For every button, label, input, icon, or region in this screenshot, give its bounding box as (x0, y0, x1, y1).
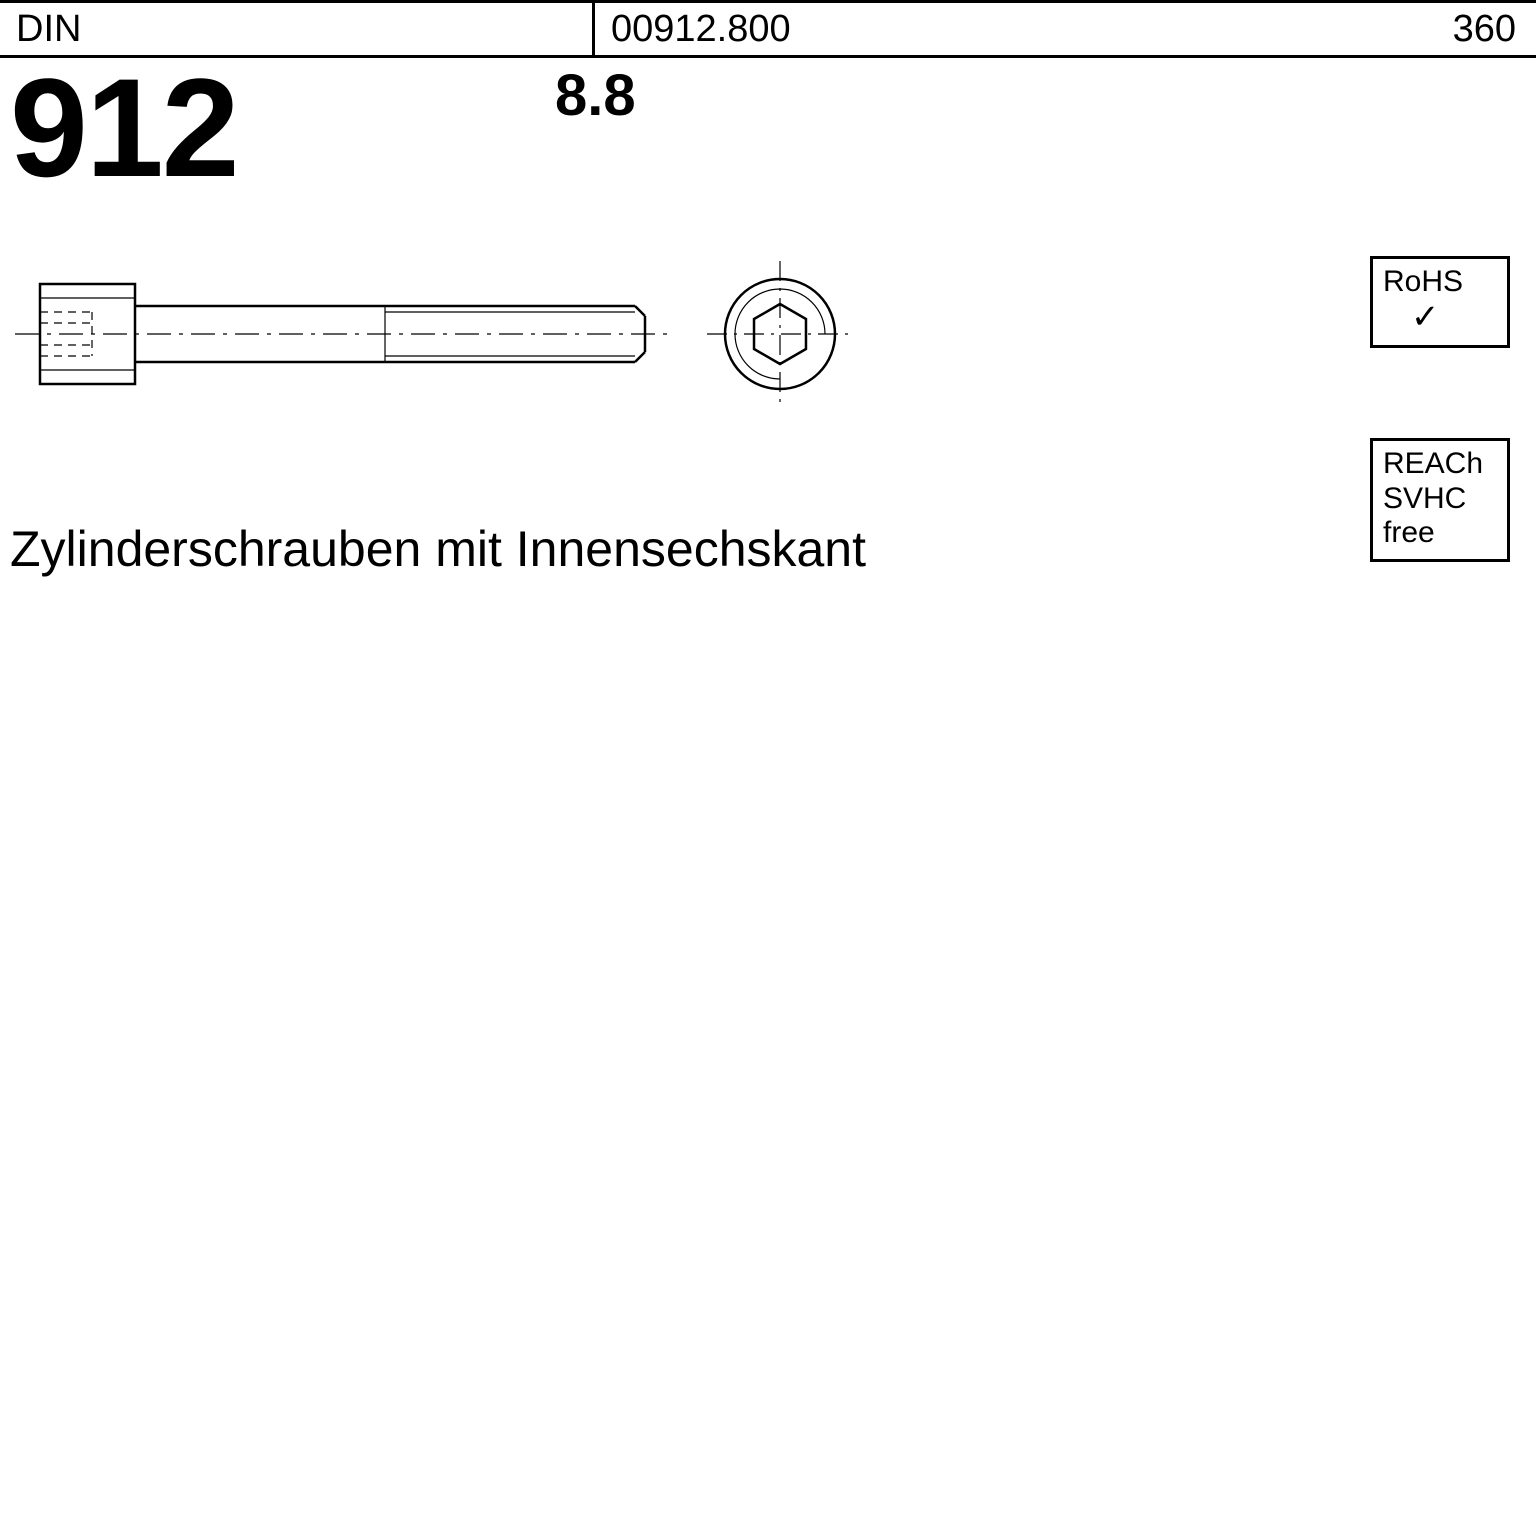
reach-badge: REACh SVHC free (1370, 438, 1510, 562)
technical-drawing (10, 250, 910, 470)
strength-grade: 8.8 (555, 62, 636, 129)
check-icon: ✓ (1411, 298, 1440, 337)
header-standard-label: DIN (0, 3, 595, 55)
reach-line3: free (1383, 516, 1435, 549)
rohs-label: RoHS (1383, 265, 1463, 298)
rohs-badge: RoHS ✓ (1370, 256, 1510, 348)
header-article-number: 00912.800 (595, 3, 1385, 55)
product-description: Zylinderschrauben mit Innensechskant (10, 520, 866, 578)
screw-diagram-svg (10, 250, 910, 470)
reach-line2: SVHC (1383, 482, 1466, 515)
din-standard-number: 912 (10, 58, 238, 198)
header-page-number: 360 (1385, 3, 1536, 55)
reach-line1: REACh (1383, 447, 1483, 480)
